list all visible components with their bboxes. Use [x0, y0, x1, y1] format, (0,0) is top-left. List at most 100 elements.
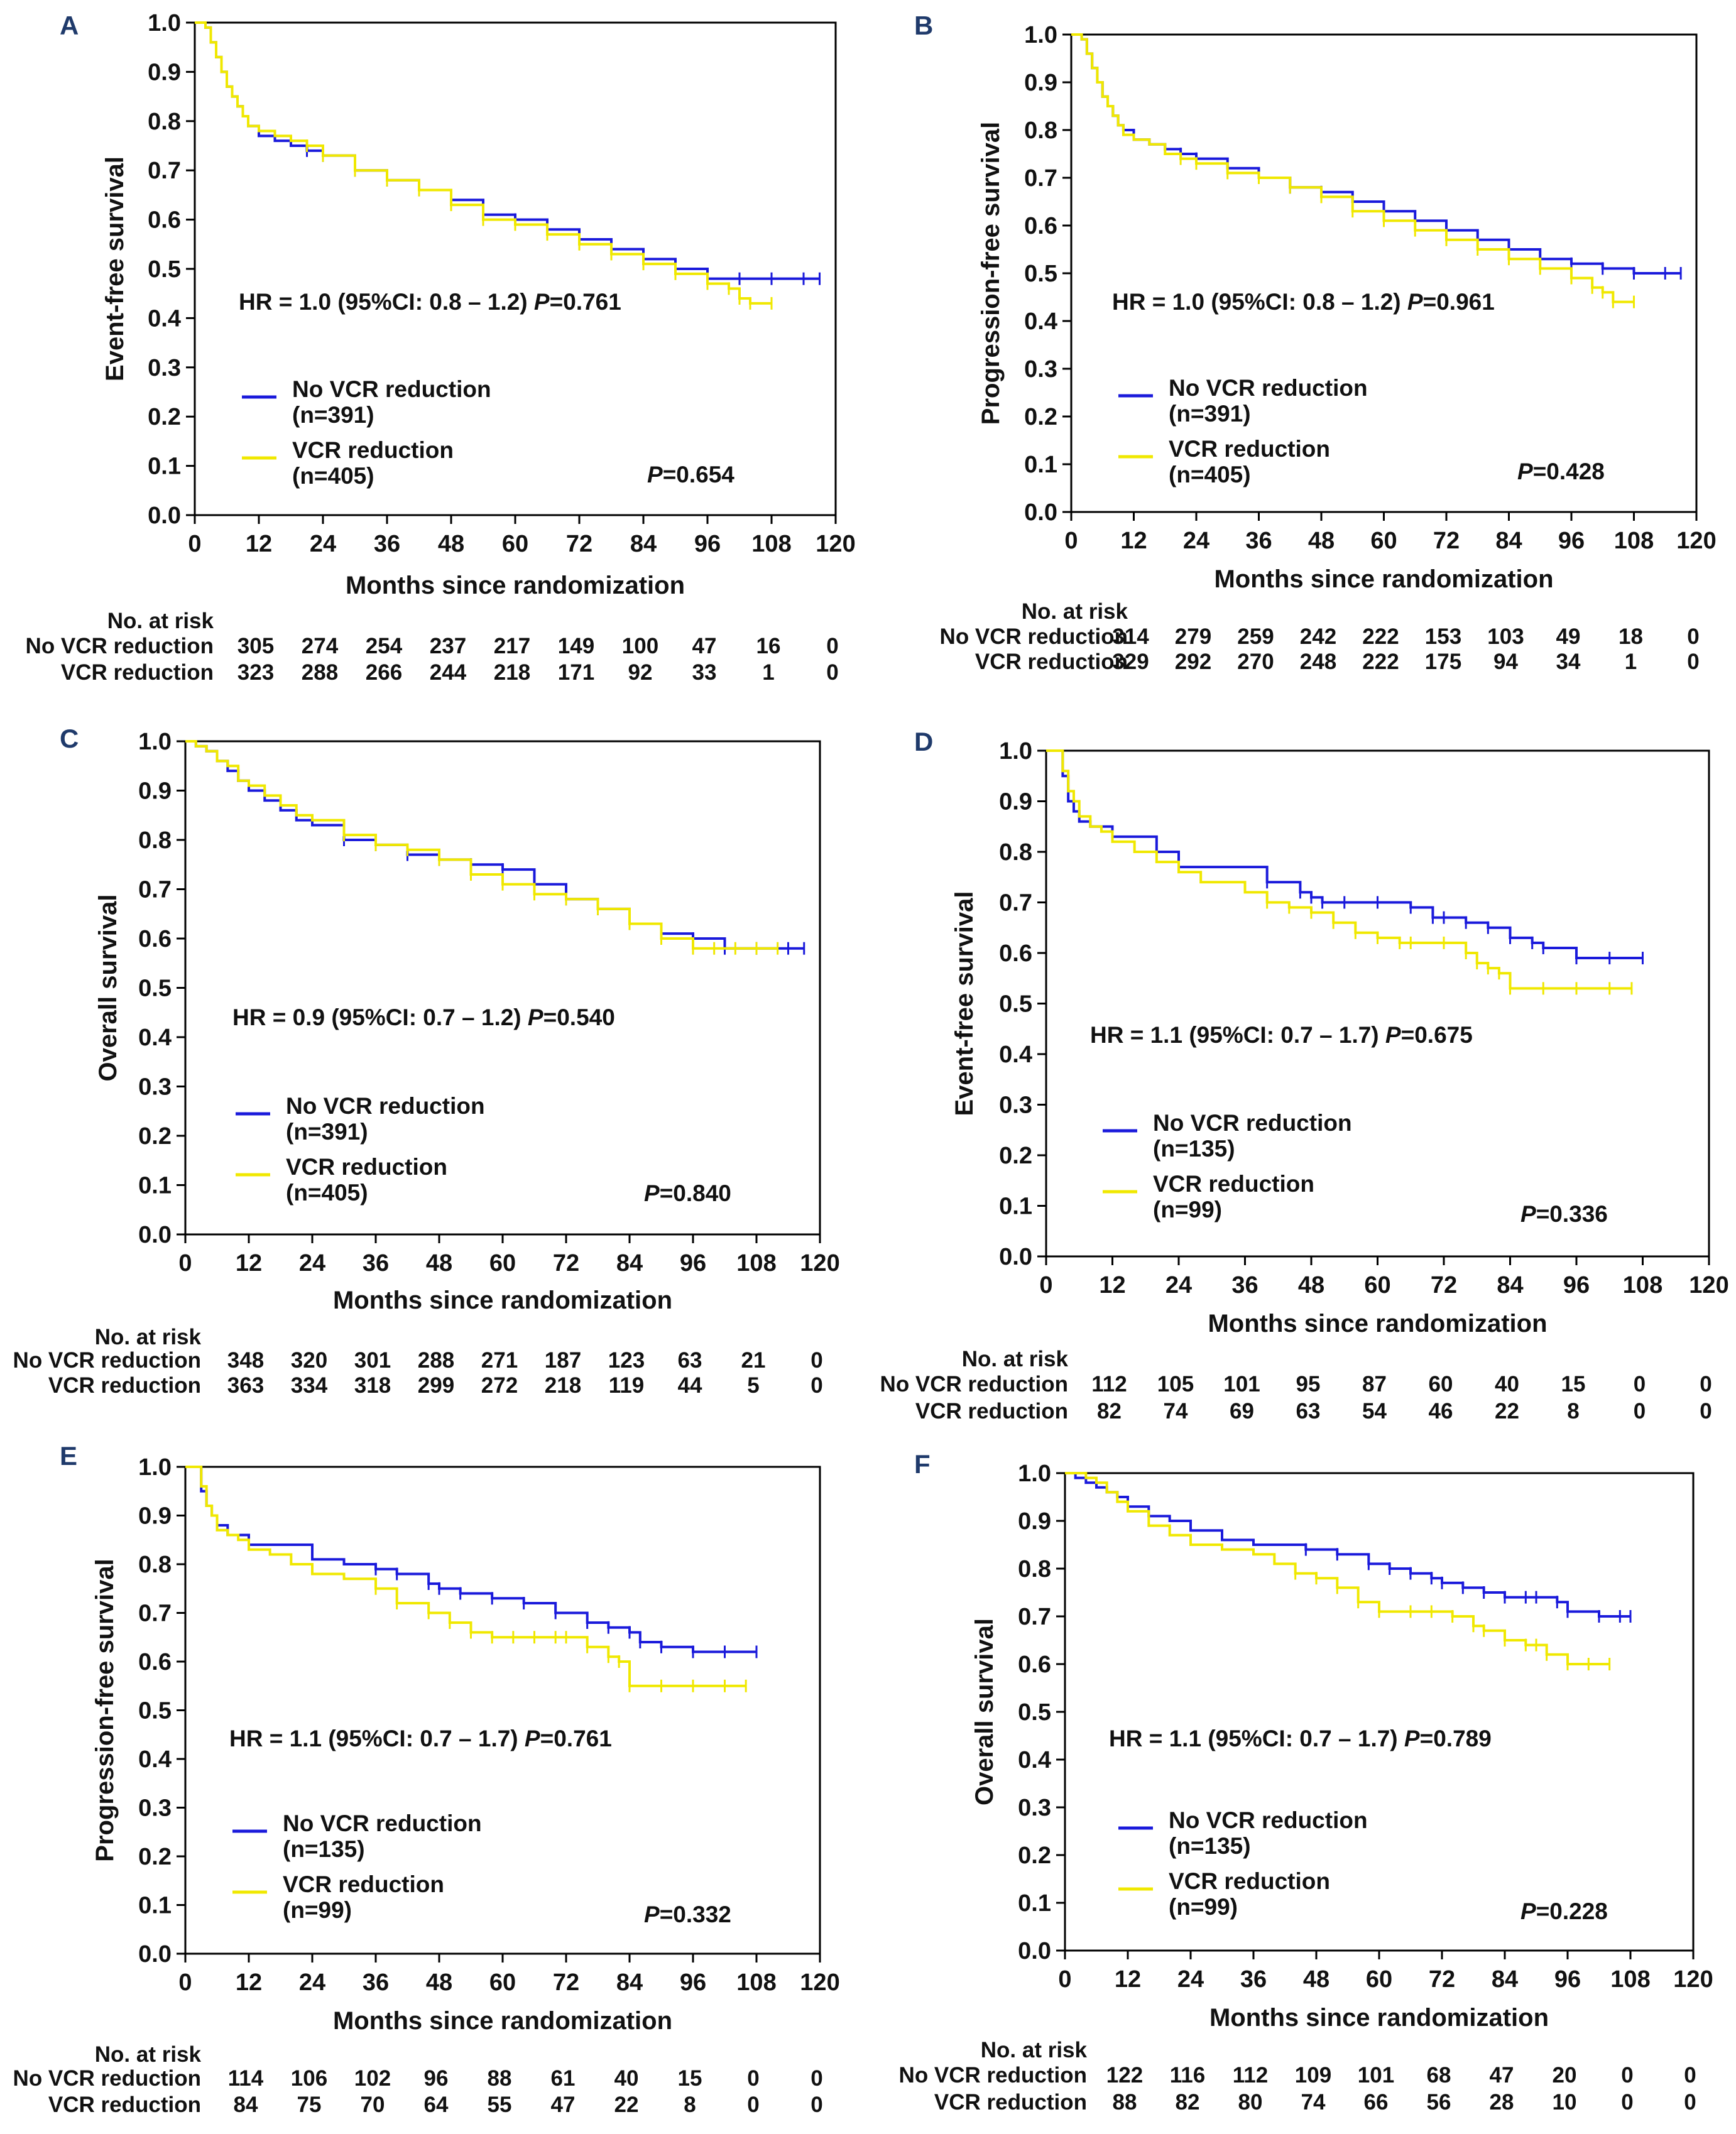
risk-value: 70: [361, 2093, 385, 2117]
y-axis-title: Progression-free survival: [91, 1559, 119, 1861]
risk-value: 87: [1362, 1372, 1387, 1396]
risk-row-label: No VCR reduction: [940, 624, 1128, 649]
x-tick-label: 96: [1563, 1272, 1590, 1298]
x-tick-label: 72: [553, 1969, 579, 1996]
risk-value: 0: [747, 2093, 759, 2117]
x-tick-label: 108: [1614, 528, 1654, 554]
risk-value: 84: [234, 2093, 258, 2117]
risk-value: 15: [678, 2066, 702, 2091]
series-vcr-curve: [185, 740, 778, 950]
x-tick-label: 0: [178, 1969, 192, 1996]
risk-table-title: No. at risk: [962, 1347, 1069, 1371]
series-vcr-curve: [1065, 1472, 1610, 1665]
plot-frame: [1045, 749, 1710, 1258]
panel-letter: C: [60, 724, 79, 753]
y-tick-label: 0.0: [1024, 499, 1057, 526]
y-tick-label: 0.8: [999, 839, 1032, 866]
risk-value: 175: [1425, 650, 1461, 674]
risk-value: 329: [1112, 650, 1149, 674]
y-tick-label: 0.1: [1024, 452, 1057, 478]
legend-n-label: (n=99): [1169, 1894, 1238, 1920]
x-tick-label: 120: [1673, 1966, 1713, 1993]
risk-value: 153: [1425, 624, 1461, 649]
legend-n-label: (n=391): [292, 402, 374, 428]
risk-value: 100: [622, 634, 658, 658]
hazard-ratio-text: HR = 1.1 (95%CI: 0.7 – 1.7) P=0.675: [1090, 1022, 1473, 1048]
x-tick-label: 12: [236, 1969, 262, 1996]
y-tick-label: 0.3: [148, 355, 181, 381]
x-tick-label: 96: [680, 1969, 706, 1996]
risk-value: 34: [1556, 650, 1581, 674]
risk-value: 109: [1295, 2063, 1331, 2088]
y-tick-label: 0.5: [1024, 261, 1057, 287]
risk-value: 80: [1238, 2090, 1263, 2115]
risk-value: 0: [1687, 650, 1699, 674]
legend-label: VCR reduction: [292, 437, 454, 463]
legend-label: VCR reduction: [1153, 1171, 1314, 1197]
risk-value: 112: [1233, 2063, 1268, 2088]
x-tick-label: 72: [1429, 1966, 1455, 1993]
risk-value: 292: [1175, 650, 1211, 674]
x-tick-label: 12: [1120, 528, 1147, 554]
risk-value: 47: [551, 2093, 576, 2117]
x-tick-label: 96: [680, 1250, 706, 1277]
y-tick-label: 0.4: [1024, 308, 1057, 335]
risk-value: 314: [1112, 624, 1149, 649]
risk-value: 101: [1358, 2063, 1394, 2088]
risk-value: 270: [1237, 650, 1274, 674]
legend-label: No VCR reduction: [1153, 1110, 1352, 1136]
hazard-ratio-text: HR = 1.1 (95%CI: 0.7 – 1.7) P=0.761: [229, 1726, 612, 1751]
risk-value: 274: [302, 634, 339, 658]
x-axis-title: Months since randomization: [1208, 1310, 1547, 1337]
risk-value: 0: [811, 1348, 822, 1373]
x-tick-label: 84: [1497, 1272, 1523, 1298]
legend-label: No VCR reduction: [1169, 1807, 1368, 1833]
y-tick-label: 0.9: [138, 1503, 172, 1530]
risk-value: 116: [1170, 2063, 1205, 2088]
risk-value: 0: [1684, 2090, 1696, 2115]
panel-letter: D: [914, 727, 933, 756]
x-tick-label: 60: [489, 1250, 516, 1277]
hazard-ratio-text: HR = 1.0 (95%CI: 0.8 – 1.2) P=0.961: [1112, 289, 1495, 315]
risk-value: 187: [545, 1348, 581, 1373]
y-tick-label: 0.0: [138, 1222, 172, 1248]
x-tick-label: 36: [1240, 1966, 1267, 1993]
y-tick-label: 0.5: [138, 1698, 172, 1724]
y-tick-label: 0.5: [1018, 1699, 1051, 1726]
risk-value: 106: [291, 2066, 327, 2091]
legend-n-label: (n=135): [1169, 1833, 1251, 1859]
y-tick-label: 0.0: [138, 1941, 172, 1968]
x-tick-label: 72: [1433, 528, 1460, 554]
risk-value: 88: [1113, 2090, 1137, 2115]
y-tick-label: 0.0: [999, 1244, 1032, 1270]
x-tick-label: 84: [616, 1250, 643, 1277]
x-tick-label: 36: [1245, 528, 1272, 554]
x-tick-label: 60: [1366, 1966, 1392, 1993]
x-tick-label: 0: [1039, 1272, 1052, 1298]
logrank-p-value: P=0.336: [1520, 1201, 1608, 1227]
risk-value: 66: [1364, 2090, 1389, 2115]
risk-row-label: No VCR reduction: [880, 1372, 1068, 1396]
y-axis-title: Progression-free survival: [977, 122, 1005, 425]
risk-row-label: No VCR reduction: [13, 1348, 201, 1373]
y-tick-label: 0.8: [1024, 117, 1057, 144]
risk-value: 8: [1567, 1399, 1579, 1424]
y-tick-label: 0.2: [148, 404, 181, 430]
x-tick-label: 24: [310, 531, 336, 557]
y-tick-label: 0.1: [1018, 1890, 1051, 1917]
risk-row-label: No VCR reduction: [26, 634, 214, 658]
risk-value: 149: [558, 634, 594, 658]
risk-value: 114: [228, 2066, 264, 2091]
risk-value: 18: [1619, 624, 1643, 649]
series-vcr-curve: [195, 21, 772, 305]
risk-table-title: No. at risk: [107, 609, 214, 633]
legend-n-label: (n=135): [1153, 1136, 1235, 1162]
risk-value: 0: [826, 634, 838, 658]
x-axis-title: Months since randomization: [1214, 565, 1553, 593]
risk-table-title: No. at risk: [1022, 599, 1128, 624]
risk-value: 119: [609, 1373, 644, 1398]
x-tick-label: 60: [489, 1969, 516, 1996]
y-tick-label: 0.5: [999, 991, 1032, 1018]
risk-value: 112: [1091, 1372, 1127, 1396]
y-tick-label: 0.3: [1024, 356, 1057, 383]
